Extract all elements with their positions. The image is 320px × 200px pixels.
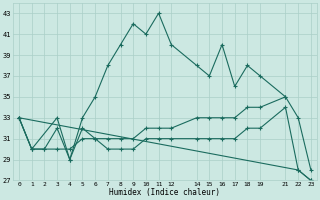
X-axis label: Humidex (Indice chaleur): Humidex (Indice chaleur) bbox=[109, 188, 220, 197]
